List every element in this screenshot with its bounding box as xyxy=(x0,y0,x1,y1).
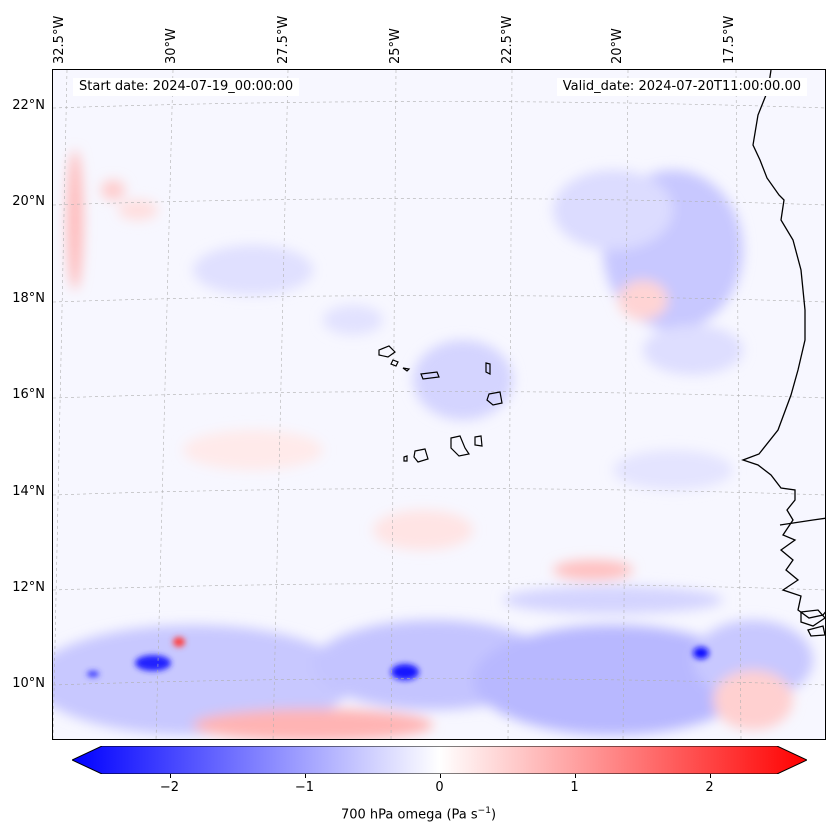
colorbar-label: 700 hPa omega (Pa s−1) xyxy=(0,806,837,822)
map-canvas xyxy=(53,70,825,739)
colorbar-label-close: ) xyxy=(490,807,497,823)
colorbar-tick-mark xyxy=(304,774,306,778)
lat-label: 22°N xyxy=(12,98,45,113)
lon-label: 22.5°W xyxy=(500,15,515,64)
lat-label: 14°N xyxy=(12,484,45,499)
lon-label: 25°W xyxy=(388,28,403,64)
colorbar-tick-label: −1 xyxy=(294,780,315,795)
colorbar-label-sup: −1 xyxy=(477,806,491,816)
omega-field-blobs xyxy=(53,150,813,739)
colorbar xyxy=(72,746,807,774)
omega-map: Start date: 2024-07-19_00:00:00 Valid_da… xyxy=(52,69,826,740)
valid-date-label: Valid_date: 2024-07-20T11:00:00.00 xyxy=(556,78,807,96)
lon-label: 32.5°W xyxy=(52,15,67,64)
colorbar-tick-label: 1 xyxy=(570,780,579,795)
lat-label: 20°N xyxy=(12,194,45,209)
colorbar-tick-label: −2 xyxy=(159,780,180,795)
lon-label: 30°W xyxy=(164,28,179,64)
colorbar-gradient xyxy=(72,746,807,774)
lon-label: 20°W xyxy=(610,28,625,64)
colorbar-tick-mark xyxy=(709,774,711,778)
graticule xyxy=(53,70,825,739)
lat-label: 16°N xyxy=(12,387,45,402)
lat-label: 18°N xyxy=(12,291,45,306)
cape-verde-islands xyxy=(378,345,503,463)
colorbar-tick-label: 2 xyxy=(705,780,714,795)
colorbar-tick-label: 0 xyxy=(435,780,444,795)
coastline xyxy=(741,70,825,637)
colorbar-tick-mark xyxy=(574,774,576,778)
colorbar-tick-mark xyxy=(169,774,171,778)
lon-label: 17.5°W xyxy=(722,15,737,64)
colorbar-label-text: 700 hPa omega (Pa s xyxy=(340,807,478,823)
colorbar-tick-mark xyxy=(439,774,441,778)
lon-label: 27.5°W xyxy=(276,15,291,64)
start-date-label: Start date: 2024-07-19_00:00:00 xyxy=(73,78,300,96)
lat-label: 12°N xyxy=(12,580,45,595)
lat-label: 10°N xyxy=(12,676,45,691)
omega-strong-cores xyxy=(87,637,709,680)
